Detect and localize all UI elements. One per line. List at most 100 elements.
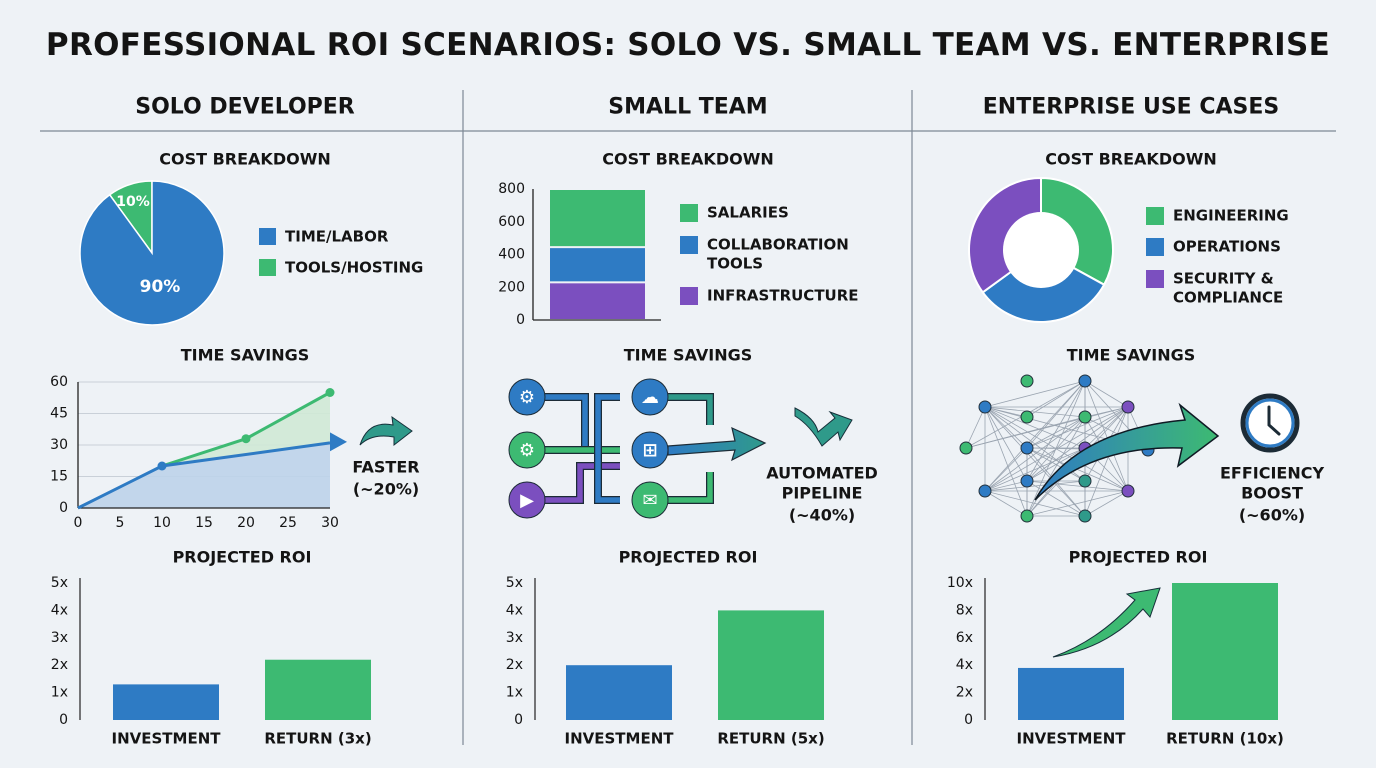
y-tick-label: 4x [506, 602, 523, 618]
network-edge [1026, 447, 1086, 482]
x-tick-label: 25 [279, 515, 297, 531]
network-edge [1084, 406, 1129, 517]
chat-icon: ✉ [642, 490, 657, 511]
roi-title-enterprise: PROJECTED ROI [1068, 547, 1208, 567]
flow-pipe [668, 393, 714, 425]
x-tick-label: 20 [237, 515, 255, 531]
callout-ent-line1: EFFICIENCY [1219, 463, 1325, 483]
network-edge [1026, 406, 1129, 449]
column-heading-enterprise: ENTERPRISE USE CASES [982, 94, 1280, 120]
y-tick-label: 0 [59, 712, 68, 728]
y-tick-label: 60 [50, 374, 68, 390]
network-edge [1084, 490, 1129, 517]
pie-data-label: 10% [116, 194, 150, 210]
callout-team-line2: PIPELINE [781, 483, 863, 503]
network-node [1078, 374, 1092, 388]
gears-icon: ⚙ [519, 387, 535, 408]
data-point [157, 461, 167, 471]
legend-swatch [680, 236, 698, 254]
legend-label: COMPLIANCE [1173, 288, 1284, 307]
play-cycle-icon: ▶ [520, 490, 534, 511]
page-title: PROFESSIONAL ROI SCENARIOS: SOLO VS. SMA… [45, 27, 1331, 63]
network-edge [1026, 380, 1086, 418]
cloud-icon-circle [631, 378, 669, 416]
pie-slice-time-labor [79, 180, 225, 326]
legend-swatch [1146, 207, 1164, 225]
y-tick-label: 3x [506, 630, 523, 646]
callout-solo-line1: FASTER [352, 457, 420, 477]
network-edge [1026, 490, 1129, 517]
network-node [1020, 374, 1034, 388]
x-tick-label: 5 [116, 515, 125, 531]
callout-team-line3: (~40%) [788, 505, 856, 525]
hierarchy-icon: ⊞ [642, 440, 657, 461]
y-tick-label: 15 [50, 469, 68, 485]
ent-bar-return [1172, 583, 1278, 720]
solo-bar-return [265, 659, 371, 720]
network-edge [984, 406, 1086, 418]
flow-pipe [594, 450, 620, 504]
column-heading-team: SMALL TEAM [608, 94, 768, 120]
legend-swatch [680, 287, 698, 305]
y-tick-label: 4x [51, 602, 68, 618]
network-edge [1084, 380, 1129, 492]
legend-swatch [680, 204, 698, 222]
faster-arrow-icon [359, 415, 413, 447]
category-label: INVESTMENT [565, 730, 675, 748]
flow-pipe [668, 472, 713, 503]
y-tick-label: 8x [956, 602, 973, 618]
flow-pipe [668, 394, 713, 425]
pie-data-label: 90% [139, 277, 181, 297]
gears-icon-circle [508, 431, 546, 469]
y-tick-label: 0 [514, 712, 523, 728]
y-tick-label: 800 [498, 181, 525, 197]
legend-label: TOOLS/HOSTING [285, 258, 424, 277]
gears-icon: ⚙ [519, 440, 535, 461]
x-tick-label: 0 [74, 515, 83, 531]
callout-ent-line3: (~60%) [1238, 505, 1306, 525]
network-node [1078, 509, 1092, 523]
donut-slice-security [968, 176, 1042, 294]
y-tick-label: 0 [516, 312, 525, 328]
category-label: RETURN (3x) [264, 730, 371, 748]
area-blue [78, 442, 330, 508]
y-tick-label: 4x [956, 657, 973, 673]
network-node [1078, 410, 1092, 424]
legend-swatch [1146, 238, 1164, 256]
y-tick-label: 2x [506, 657, 523, 673]
flow-pipe [595, 450, 620, 503]
network-edge [984, 380, 1086, 408]
time-title-enterprise: TIME SAVINGS [1066, 345, 1196, 365]
cost-title-team: COST BREAKDOWN [602, 149, 774, 169]
network-edge [1026, 416, 1086, 517]
flow-pipe [545, 463, 620, 503]
network-edge [984, 447, 1086, 492]
network-edge [984, 406, 1028, 517]
legend-swatch [259, 228, 276, 245]
y-tick-label: 0 [59, 500, 68, 516]
legend-label: TOOLS [707, 254, 764, 273]
cloud-icon: ☁ [641, 387, 659, 408]
ent-bar-investment [1018, 667, 1124, 720]
network-edge [984, 406, 1086, 449]
network-node [1121, 484, 1135, 498]
network-node [1121, 400, 1135, 414]
legend-label: TIME/LABOR [285, 227, 389, 246]
network-edge [1026, 416, 1086, 449]
network-edge [984, 406, 1129, 492]
legend-label: ENGINEERING [1173, 206, 1289, 225]
network-edge [1084, 380, 1129, 408]
y-tick-label: 2x [51, 657, 68, 673]
y-tick-label: 400 [498, 247, 525, 263]
network-edge [984, 416, 1086, 492]
chat-icon-circle [631, 481, 669, 519]
network-node [1020, 474, 1034, 488]
callout-solo-line2: (~20%) [352, 479, 420, 499]
network-edge [984, 490, 1086, 517]
legend-label: COLLABORATION [707, 235, 849, 254]
y-tick-label: 600 [498, 214, 525, 230]
y-tick-label: 5x [506, 575, 523, 591]
column-heading-solo: SOLO DEVELOPER [135, 94, 355, 120]
data-point [325, 388, 335, 397]
merge-arrow-icon [794, 407, 853, 447]
